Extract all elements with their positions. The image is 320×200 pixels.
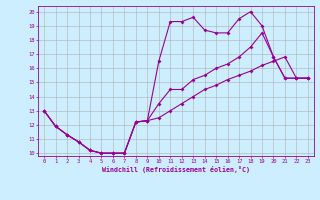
X-axis label: Windchill (Refroidissement éolien,°C): Windchill (Refroidissement éolien,°C) <box>102 166 250 173</box>
